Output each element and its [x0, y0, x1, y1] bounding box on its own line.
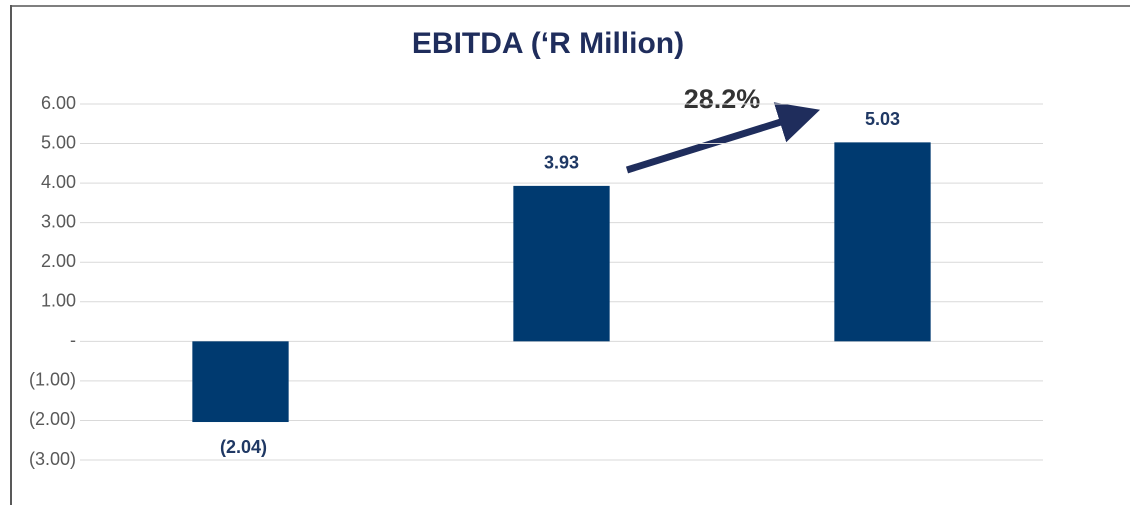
y-tick-label: - — [70, 330, 76, 350]
y-tick-label: (2.00) — [29, 409, 76, 429]
y-tick-label: (3.00) — [29, 449, 76, 469]
annotation: 28.2% — [684, 84, 761, 114]
chart-title: EBITDA (‘R Million) — [412, 27, 684, 60]
y-tick-label: (1.00) — [29, 370, 76, 390]
y-tick-label: 1.00 — [41, 291, 76, 311]
value-label: 5.03 — [865, 109, 900, 129]
y-tick-label: 6.00 — [41, 93, 76, 113]
y-tick-label: 3.00 — [41, 211, 76, 231]
bar — [192, 341, 289, 423]
y-tick-label: 2.00 — [41, 251, 76, 271]
bar — [834, 142, 931, 342]
y-tick-label: 5.00 — [41, 132, 76, 152]
bar — [513, 185, 610, 342]
value-label: 3.93 — [544, 153, 579, 173]
y-tick-label: 4.00 — [41, 172, 76, 192]
growth-arrow — [625, 102, 821, 174]
value-label: (2.04) — [220, 437, 267, 457]
